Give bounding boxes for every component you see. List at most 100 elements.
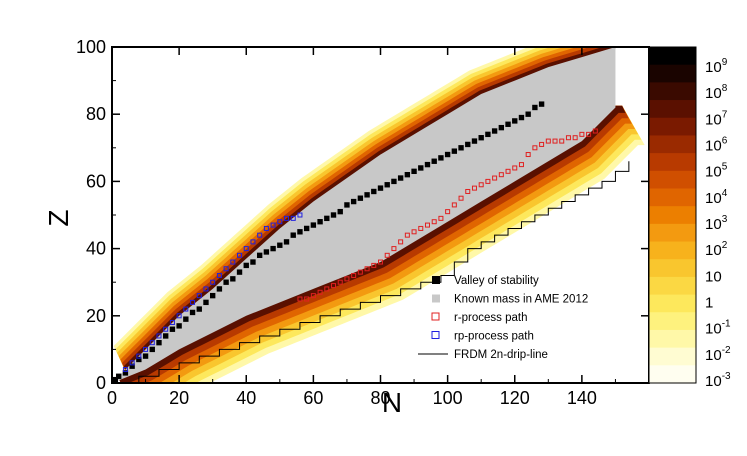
stability-point	[538, 101, 545, 107]
colorbar-step	[649, 47, 696, 66]
rp-process-point	[203, 286, 209, 292]
rp-process-point	[230, 259, 236, 265]
stability-point	[112, 376, 119, 383]
colorbar-tick-label: 103	[705, 214, 728, 233]
rp-process-point	[176, 313, 182, 319]
r-process-point	[378, 259, 383, 265]
colorbar-step	[649, 64, 696, 83]
legend-swatch	[431, 312, 440, 321]
rp-process-point	[156, 333, 162, 339]
stability-point	[397, 175, 404, 181]
r-process-point	[525, 152, 531, 158]
y-axis: 0 20 40 60 80 100	[76, 37, 649, 393]
stability-point	[163, 333, 169, 339]
stability-point	[518, 114, 525, 121]
colorbar-step	[649, 312, 696, 331]
valley-of-stability-series	[112, 101, 545, 383]
colorbar-step	[649, 82, 696, 101]
stability-point	[136, 356, 142, 363]
y-tick-label: 100	[76, 37, 106, 57]
r-process-point	[539, 141, 545, 147]
stability-point	[485, 131, 491, 138]
stability-point	[498, 124, 505, 131]
stability-point	[384, 182, 390, 188]
r-process-point	[586, 131, 592, 137]
legend-label: Known mass in AME 2012	[454, 294, 588, 306]
r-process-point	[418, 225, 424, 231]
stability-point	[149, 346, 155, 353]
stability-point	[263, 249, 270, 255]
drip-line-series	[112, 161, 630, 383]
rp-process-series	[122, 212, 303, 373]
colorbar-step	[649, 153, 696, 172]
stability-point	[324, 215, 330, 222]
rp-process-point	[122, 367, 128, 373]
x-tick-label: 140	[567, 388, 597, 408]
r-process-point	[344, 276, 350, 282]
colorbar-step	[649, 259, 696, 278]
colorbar-tick-label: 107	[705, 109, 728, 128]
stability-point	[411, 168, 417, 175]
x-tick-label: 20	[169, 388, 189, 408]
r-process-point	[297, 296, 303, 302]
legend-swatch	[431, 331, 440, 339]
colorbar-tick-label: 102	[705, 240, 728, 259]
r-process-point	[351, 272, 357, 278]
colorbar-tick-label: 10-3	[705, 371, 731, 390]
rp-process-point	[237, 252, 243, 258]
legend-label: Valley of stability	[454, 275, 539, 287]
colorbar-step	[649, 241, 696, 260]
r-process-point	[424, 222, 430, 228]
rp-process-point	[284, 215, 290, 221]
rp-process-point	[257, 232, 263, 238]
stability-point	[451, 148, 458, 154]
stability-point	[243, 262, 249, 269]
rp-process-point	[196, 293, 202, 299]
rp-process-point	[290, 215, 296, 221]
rp-process-point	[243, 246, 249, 252]
known-mass-region	[112, 47, 616, 383]
colorbar-tick-label: 10-1	[705, 319, 731, 338]
stability-point	[532, 104, 538, 111]
r-process-point	[364, 266, 370, 272]
y-tick-label: 80	[86, 104, 106, 124]
legend-label: r-process path	[454, 312, 528, 324]
stability-point	[431, 158, 437, 164]
stability-point	[277, 242, 283, 248]
r-process-point	[438, 215, 444, 221]
rp-process-point	[183, 306, 189, 312]
stability-point	[377, 185, 384, 191]
stability-point	[491, 128, 498, 134]
r-process-point	[310, 293, 316, 299]
x-tick-label: 60	[303, 388, 323, 408]
r-process-point	[478, 182, 484, 188]
stability-point	[189, 309, 196, 316]
colorbar-tick-label: 10	[705, 268, 722, 285]
stability-point	[364, 192, 370, 198]
r-process-point	[532, 145, 538, 151]
stability-point	[122, 370, 129, 376]
r-process-point	[471, 185, 477, 191]
colorbar-step	[649, 206, 696, 225]
stability-point	[256, 252, 263, 259]
legend-swatch	[432, 294, 440, 303]
stability-point	[270, 245, 276, 252]
stability-point	[438, 155, 444, 161]
stability-point	[471, 138, 478, 144]
stability-point	[391, 178, 397, 185]
stability-point	[203, 299, 209, 306]
stability-point	[290, 232, 296, 238]
rp-process-point	[190, 299, 196, 305]
colorbar-tick-label: 1	[705, 295, 713, 312]
stability-point	[129, 363, 135, 369]
r-process-point	[458, 195, 464, 201]
r-process-point	[371, 262, 377, 268]
rp-process-point	[163, 326, 169, 332]
colorbar-tick-label: 104	[705, 188, 728, 207]
r-process-point	[579, 131, 585, 137]
colorbar-step	[649, 170, 696, 190]
x-tick-label: 80	[370, 388, 390, 408]
stability-point	[404, 171, 411, 178]
stability-point	[297, 229, 303, 235]
stability-point	[350, 198, 357, 205]
